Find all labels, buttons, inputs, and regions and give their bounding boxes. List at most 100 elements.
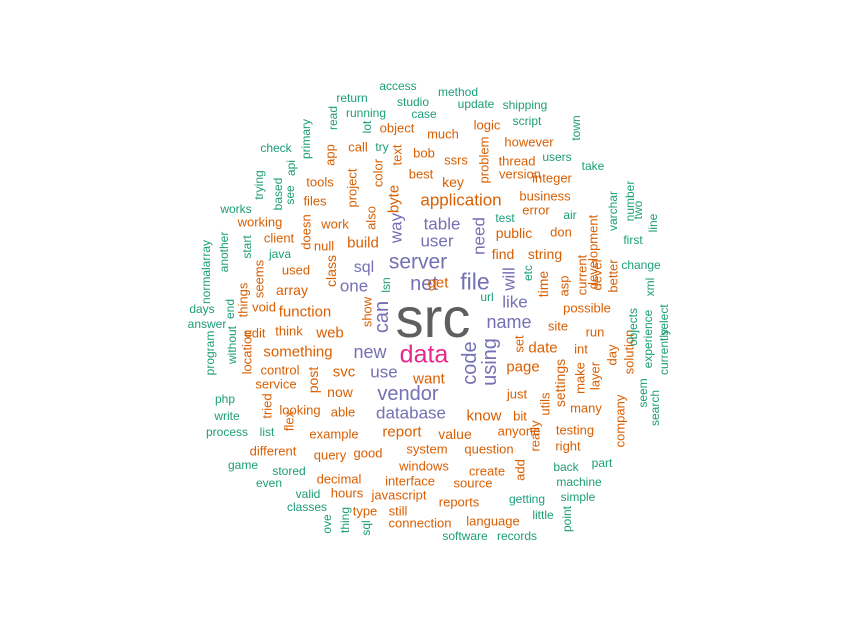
word: return [336,91,368,105]
word: using [479,338,501,386]
word: varchar [606,190,620,232]
word: running [345,106,387,120]
word: sql [359,520,373,536]
word: control [260,362,300,378]
word: application [420,190,502,210]
word: logic [473,117,501,133]
word: trying [252,170,266,200]
word: able [330,404,356,420]
word: without [225,325,239,365]
word: machine [556,475,602,489]
word: however [504,134,554,150]
word: records [496,529,538,543]
word: make [572,362,588,394]
word: case [411,107,437,121]
word: class [323,255,339,287]
word: classes [286,500,328,514]
word: something [263,343,333,361]
word: bob [413,145,435,161]
word: etc [521,264,535,282]
word: stored [272,464,306,478]
word: air [563,208,577,222]
word: primary [299,118,313,160]
word: still [388,503,408,519]
word: good [353,445,383,461]
word: test [495,211,515,225]
word: devel [589,259,605,291]
word: little [532,508,554,522]
word: table [423,214,461,234]
word: process [205,425,249,439]
word: also [363,206,379,230]
word: string [527,246,563,262]
word: php [214,392,236,406]
word: file [460,268,490,295]
word: tried [259,393,275,419]
word: better [605,259,621,293]
word: company [612,394,628,448]
word: report [382,423,422,441]
word: key [442,174,464,190]
word: date [528,339,558,357]
word: windows [399,458,449,474]
word: answer [187,317,227,331]
word: asp [556,275,572,297]
word: url [480,290,494,304]
word: version [499,166,541,182]
word: thing [338,506,352,534]
word: integer [532,170,572,186]
word: program [203,330,217,376]
word: want [413,370,445,388]
word: question [464,441,514,457]
word: settings [552,358,568,408]
word: decimal [316,471,362,487]
word: edit [244,325,266,341]
word: see [283,185,297,205]
word: add [512,459,528,481]
word: post [305,366,321,394]
word: things [235,282,251,318]
word: lot [360,120,374,134]
word: works [220,202,252,216]
word: src [395,286,471,349]
word: get [427,274,449,292]
word: write [214,409,240,423]
word: list [259,425,275,439]
word: public [495,225,533,241]
word: start [240,235,254,259]
word: ove [320,514,334,534]
word: studio [396,95,430,109]
word: text [389,144,405,166]
word: database [376,403,446,423]
word: function [278,303,332,321]
word: really [527,420,543,452]
word: system [406,441,448,457]
word: void [252,299,276,315]
word: vendor [377,383,439,405]
word: two [631,200,645,220]
word: type [352,503,378,519]
word: app [322,144,338,166]
word: another [217,231,231,273]
word: object [379,120,415,136]
word: method [437,85,479,99]
word: update [457,97,495,111]
word: much [427,126,459,142]
word: working [237,214,283,230]
word: currently [657,328,671,376]
word: now [327,384,353,400]
word: site [547,318,569,334]
word: check [260,141,292,155]
word: javascript [371,487,427,503]
word: read [326,105,340,131]
word: color [370,158,386,188]
word: right [555,438,581,454]
word: used [281,262,311,278]
word: language [466,513,520,529]
word: call [348,139,368,155]
word: point [560,505,574,533]
word: like [502,292,528,312]
word: sql [353,259,375,276]
word: line [646,213,660,233]
word: change [621,258,661,272]
